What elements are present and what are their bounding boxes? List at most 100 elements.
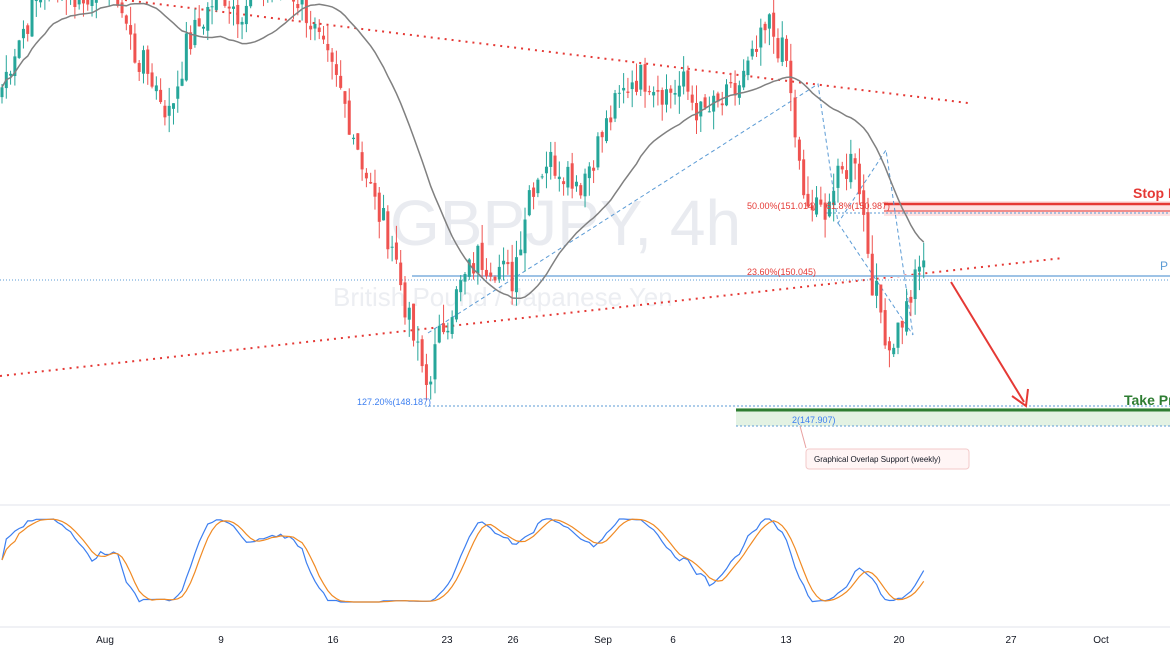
candle[interactable] xyxy=(918,256,921,291)
candle[interactable] xyxy=(129,7,132,50)
candle[interactable] xyxy=(781,21,784,66)
candle[interactable] xyxy=(785,35,788,67)
candle[interactable] xyxy=(884,298,887,349)
candle[interactable] xyxy=(43,0,46,10)
candle[interactable] xyxy=(858,148,861,204)
stochastic-k-line[interactable] xyxy=(2,519,924,602)
candle[interactable] xyxy=(425,354,428,400)
candle[interactable] xyxy=(69,0,72,5)
candle[interactable] xyxy=(326,26,329,62)
candle[interactable] xyxy=(361,142,364,181)
candle[interactable] xyxy=(751,41,754,60)
candle[interactable] xyxy=(86,0,89,11)
candle[interactable] xyxy=(682,56,685,94)
candle[interactable] xyxy=(382,195,385,221)
candle[interactable] xyxy=(249,0,252,8)
candle[interactable] xyxy=(446,323,449,340)
candle[interactable] xyxy=(759,19,762,66)
candle[interactable] xyxy=(206,2,209,40)
candle[interactable] xyxy=(155,76,158,99)
candle[interactable] xyxy=(639,64,642,96)
candle[interactable] xyxy=(91,0,94,17)
candle[interactable] xyxy=(802,150,805,199)
candle[interactable] xyxy=(309,11,312,40)
stochastic-d-line[interactable] xyxy=(2,519,924,602)
candle[interactable] xyxy=(764,22,767,44)
candle[interactable] xyxy=(125,15,128,31)
candle[interactable] xyxy=(142,46,145,84)
candle[interactable] xyxy=(421,335,424,372)
candle[interactable] xyxy=(652,86,655,107)
candle[interactable] xyxy=(373,170,376,210)
candle[interactable] xyxy=(22,20,25,48)
candle[interactable] xyxy=(721,92,724,115)
candle[interactable] xyxy=(798,137,801,170)
candle[interactable] xyxy=(335,51,338,87)
candle[interactable] xyxy=(699,101,702,132)
candle[interactable] xyxy=(151,63,154,88)
candle[interactable] xyxy=(159,78,162,104)
candle[interactable] xyxy=(232,0,235,26)
candle[interactable] xyxy=(656,76,659,106)
candle[interactable] xyxy=(18,40,21,59)
candle[interactable] xyxy=(742,59,745,90)
candle[interactable] xyxy=(614,90,617,122)
candle[interactable] xyxy=(691,85,694,110)
candle[interactable] xyxy=(271,0,274,2)
candle[interactable] xyxy=(48,0,51,1)
candle[interactable] xyxy=(776,28,779,62)
candle[interactable] xyxy=(35,0,38,17)
candle[interactable] xyxy=(592,160,595,183)
candle[interactable] xyxy=(348,88,351,135)
candle[interactable] xyxy=(674,80,677,105)
candle[interactable] xyxy=(854,153,857,179)
candle[interactable] xyxy=(476,244,479,284)
candle[interactable] xyxy=(875,263,878,308)
candle[interactable] xyxy=(626,78,629,98)
candle[interactable] xyxy=(343,91,346,118)
candle[interactable] xyxy=(609,106,612,131)
forecast-arrow[interactable] xyxy=(951,282,1024,402)
candle[interactable] xyxy=(669,85,672,108)
candle[interactable] xyxy=(541,174,544,179)
candle[interactable] xyxy=(146,45,149,84)
candle[interactable] xyxy=(896,322,899,354)
candle[interactable] xyxy=(133,23,136,63)
candle[interactable] xyxy=(901,320,904,344)
candle[interactable] xyxy=(313,17,316,40)
candle[interactable] xyxy=(223,0,226,8)
candle[interactable] xyxy=(412,304,415,347)
candle[interactable] xyxy=(352,134,355,144)
candle[interactable] xyxy=(31,0,34,37)
candle[interactable] xyxy=(322,26,325,44)
candle[interactable] xyxy=(369,173,372,184)
candle[interactable] xyxy=(879,284,882,323)
candle[interactable] xyxy=(832,174,835,222)
candle[interactable] xyxy=(596,132,599,170)
candle[interactable] xyxy=(172,103,175,124)
candle[interactable] xyxy=(746,57,749,81)
candle[interactable] xyxy=(849,140,852,189)
candle[interactable] xyxy=(485,258,488,279)
candle[interactable] xyxy=(198,5,201,27)
candle[interactable] xyxy=(622,73,625,103)
candle[interactable] xyxy=(5,55,8,98)
candle[interactable] xyxy=(601,131,604,153)
candle[interactable] xyxy=(215,0,218,11)
candle[interactable] xyxy=(26,23,29,41)
candle[interactable] xyxy=(193,9,196,48)
candle[interactable] xyxy=(888,337,891,367)
candle[interactable] xyxy=(686,66,689,100)
candle[interactable] xyxy=(438,315,441,344)
candle[interactable] xyxy=(836,159,839,203)
candle[interactable] xyxy=(819,187,822,207)
candle[interactable] xyxy=(189,25,192,54)
candle[interactable] xyxy=(772,0,775,54)
candle[interactable] xyxy=(729,73,732,88)
candle[interactable] xyxy=(489,263,492,282)
candle[interactable] xyxy=(845,154,848,191)
candle[interactable] xyxy=(39,0,42,8)
candle[interactable] xyxy=(138,60,141,81)
